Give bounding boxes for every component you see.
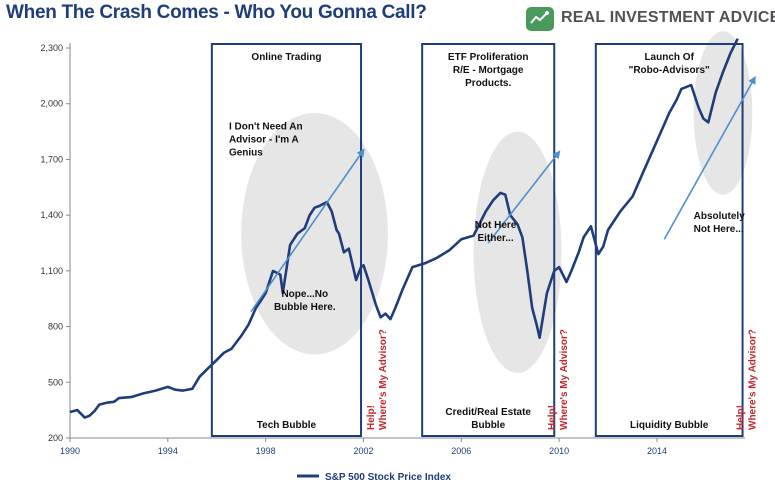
highlight-layer: [241, 31, 753, 373]
highlight-ellipse: [241, 112, 388, 355]
region-top-label: ETF Proliferation R/E - Mortgage Products.: [448, 52, 529, 89]
x-tick-label: 2014: [647, 446, 667, 456]
trend-arrow: [250, 148, 365, 313]
region-bottom-label: Tech Bubble: [257, 420, 317, 431]
legend-label: S&P 500 Stock Price Index: [325, 472, 451, 483]
y-tick-label: 1,100: [40, 266, 63, 276]
region-bottom-label: Credit/Real Estate Bubble: [445, 407, 531, 431]
region-top-label: Launch Of "Robo-Advisors": [629, 52, 710, 76]
y-tick-label: 500: [48, 377, 63, 387]
chart-badge-icon: [526, 7, 554, 31]
help-callout-text: Help!Where's My Advisor?: [735, 329, 758, 430]
brand-name: REAL INVESTMENT ADVICE: [561, 9, 775, 26]
y-tick-label: 200: [48, 433, 63, 443]
region-box: [210, 43, 363, 437]
help-callout-text: Help!Where's My Advisor?: [366, 329, 389, 430]
highlight-ellipse: [693, 31, 753, 195]
trend-arrow: [487, 150, 561, 244]
region-top-label: Online Trading: [251, 52, 321, 63]
y-tick-label: 800: [48, 322, 63, 332]
axes: 200 500 800 1,100 1,400 1,700 2,000 2,300 1990 19…: [40, 43, 745, 456]
x-tick-label: 1998: [256, 446, 276, 456]
trend-arrow-layer: [250, 75, 756, 313]
y-tick-label: 1,400: [40, 210, 63, 220]
help-callout: Help!Where's My Advisor?: [366, 329, 389, 430]
legend: S&P 500 Stock Price Index: [297, 472, 451, 483]
help-callout: Help!Where's My Advisor?: [547, 329, 570, 430]
region-layer: Online Trading Tech Bubble ETF Proliferati…: [210, 43, 744, 437]
x-tick-label: 2006: [451, 446, 471, 456]
help-callout: Help!Where's My Advisor?: [735, 329, 758, 430]
annotation-label: Absolutely Not Here...: [694, 211, 746, 235]
region-bottom-label: Liquidity Bubble: [630, 420, 709, 431]
region-box: [421, 43, 556, 437]
x-tick-label: 1990: [60, 446, 80, 456]
annotation-label: I Don't Need An Advisor - I'm A Genius: [229, 122, 303, 159]
chart-title: When The Crash Comes - Who You Gonna Cal…: [6, 2, 427, 23]
annotation-layer: I Don't Need An Advisor - I'm A Genius Nope…: [229, 122, 758, 430]
x-tick-label: 2010: [549, 446, 569, 456]
help-callout-text: Help!Where's My Advisor?: [547, 329, 570, 430]
brand-logo: REAL INVESTMENT ADVICE: [525, 6, 775, 32]
y-tick-label: 1,700: [40, 154, 63, 164]
series-line: [69, 38, 739, 419]
y-tick-label: 2,300: [40, 43, 63, 53]
trend-arrow: [663, 75, 756, 240]
x-tick-label: 2002: [353, 446, 373, 456]
annotation-label: Not Here Either...: [475, 220, 517, 244]
x-tick-label: 1994: [158, 446, 178, 456]
highlight-ellipse: [473, 131, 562, 373]
series-layer: [69, 38, 739, 419]
y-tick-label: 2,000: [40, 99, 63, 109]
annotation-label: Nope...No Bubble Here.: [274, 289, 336, 313]
